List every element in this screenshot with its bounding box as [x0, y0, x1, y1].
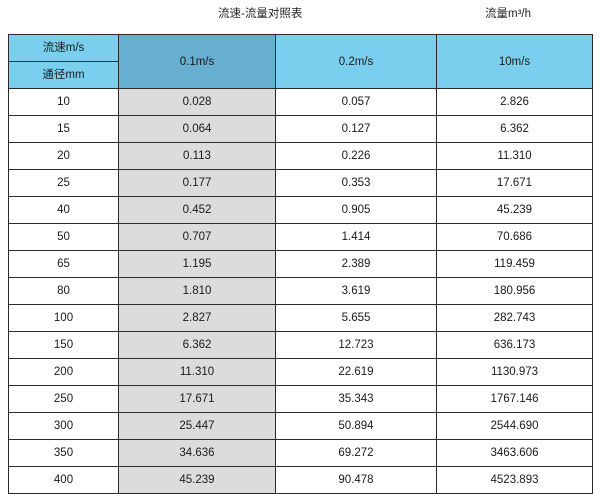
flow-comparison-table: 流速m/s 0.1m/s 0.2m/s 10m/s 通径mm 10 0.028 0.…: [8, 34, 593, 494]
table-row: 65 1.195 2.389 119.459: [8, 250, 593, 278]
table-body: 10 0.028 0.057 2.826 15 0.064 0.127 6.362 20 0.11…: [8, 88, 593, 494]
cell-flow-0-1ms: 45.239: [118, 466, 276, 494]
cell-flow-0-1ms: 0.452: [118, 196, 276, 224]
table-row: 15 0.064 0.127 6.362: [8, 115, 593, 143]
table-row: 250 17.671 35.343 1767.146: [8, 385, 593, 413]
corner-header-diameter: 通径mm: [8, 61, 119, 89]
table-row: 10 0.028 0.057 2.826: [8, 88, 593, 116]
cell-diameter: 100: [8, 304, 119, 332]
cell-diameter: 150: [8, 331, 119, 359]
cell-diameter: 50: [8, 223, 119, 251]
table-row: 80 1.810 3.619 180.956: [8, 277, 593, 305]
table-header: 流速m/s 0.1m/s 0.2m/s 10m/s 通径mm: [8, 34, 593, 89]
flow-rate-unit-label: 流量m³/h: [485, 8, 531, 20]
cell-flow-10ms: 70.686: [436, 223, 593, 251]
cell-flow-0-2ms: 12.723: [275, 331, 437, 359]
cell-flow-10ms: 6.362: [436, 115, 593, 143]
cell-flow-0-2ms: 69.272: [275, 439, 437, 467]
cell-diameter: 350: [8, 439, 119, 467]
column-header-0-2ms: 0.2m/s: [275, 34, 437, 89]
cell-flow-0-1ms: 34.636: [118, 439, 276, 467]
cell-diameter: 400: [8, 466, 119, 494]
cell-diameter: 40: [8, 196, 119, 224]
table-row: 40 0.452 0.905 45.239: [8, 196, 593, 224]
table-row: 150 6.362 12.723 636.173: [8, 331, 593, 359]
caption-strip: 流速-流量对照表 流量m³/h: [0, 0, 600, 34]
cell-diameter: 300: [8, 412, 119, 440]
cell-diameter: 25: [8, 169, 119, 197]
table-title: 流速-流量对照表: [218, 8, 303, 20]
cell-flow-0-1ms: 1.195: [118, 250, 276, 278]
cell-flow-10ms: 636.173: [436, 331, 593, 359]
cell-flow-0-1ms: 17.671: [118, 385, 276, 413]
table-row: 50 0.707 1.414 70.686: [8, 223, 593, 251]
cell-flow-0-1ms: 25.447: [118, 412, 276, 440]
table-container: 流速m/s 0.1m/s 0.2m/s 10m/s 通径mm 10 0.028 0.…: [8, 34, 593, 494]
cell-flow-0-2ms: 1.414: [275, 223, 437, 251]
cell-flow-10ms: 4523.893: [436, 466, 593, 494]
cell-diameter: 20: [8, 142, 119, 170]
table-header-row-top: 流速m/s 0.1m/s 0.2m/s 10m/s: [8, 34, 593, 89]
cell-diameter: 10: [8, 88, 119, 116]
cell-flow-0-2ms: 0.127: [275, 115, 437, 143]
cell-flow-10ms: 11.310: [436, 142, 593, 170]
cell-flow-10ms: 45.239: [436, 196, 593, 224]
cell-flow-0-1ms: 11.310: [118, 358, 276, 386]
cell-flow-10ms: 3463.606: [436, 439, 593, 467]
table-header-row-bottom: 通径mm: [8, 61, 593, 89]
cell-flow-10ms: 282.743: [436, 304, 593, 332]
cell-flow-0-2ms: 0.905: [275, 196, 437, 224]
cell-diameter: 15: [8, 115, 119, 143]
cell-flow-0-2ms: 0.057: [275, 88, 437, 116]
cell-flow-10ms: 180.956: [436, 277, 593, 305]
cell-flow-0-2ms: 3.619: [275, 277, 437, 305]
cell-flow-0-1ms: 0.113: [118, 142, 276, 170]
cell-diameter: 200: [8, 358, 119, 386]
cell-flow-10ms: 119.459: [436, 250, 593, 278]
cell-flow-10ms: 1767.146: [436, 385, 593, 413]
cell-flow-0-2ms: 22.619: [275, 358, 437, 386]
corner-header-velocity: 流速m/s: [8, 34, 119, 62]
cell-flow-0-1ms: 2.827: [118, 304, 276, 332]
cell-flow-0-1ms: 0.707: [118, 223, 276, 251]
cell-flow-0-2ms: 2.389: [275, 250, 437, 278]
column-header-10ms: 10m/s: [436, 34, 593, 89]
cell-flow-0-2ms: 0.353: [275, 169, 437, 197]
table-row: 25 0.177 0.353 17.671: [8, 169, 593, 197]
table-row: 200 11.310 22.619 1130.973: [8, 358, 593, 386]
cell-flow-0-1ms: 0.028: [118, 88, 276, 116]
cell-diameter: 65: [8, 250, 119, 278]
cell-flow-10ms: 2.826: [436, 88, 593, 116]
table-row: 100 2.827 5.655 282.743: [8, 304, 593, 332]
cell-flow-0-1ms: 0.177: [118, 169, 276, 197]
table-row: 350 34.636 69.272 3463.606: [8, 439, 593, 467]
table-row: 300 25.447 50.894 2544.690: [8, 412, 593, 440]
cell-flow-0-2ms: 50.894: [275, 412, 437, 440]
column-header-0-1ms: 0.1m/s: [118, 34, 276, 89]
cell-flow-0-1ms: 0.064: [118, 115, 276, 143]
table-row: 400 45.239 90.478 4523.893: [8, 466, 593, 494]
cell-flow-0-1ms: 1.810: [118, 277, 276, 305]
cell-flow-0-2ms: 5.655: [275, 304, 437, 332]
cell-flow-10ms: 17.671: [436, 169, 593, 197]
cell-flow-10ms: 1130.973: [436, 358, 593, 386]
cell-flow-10ms: 2544.690: [436, 412, 593, 440]
cell-flow-0-2ms: 35.343: [275, 385, 437, 413]
table-row: 20 0.113 0.226 11.310: [8, 142, 593, 170]
cell-diameter: 250: [8, 385, 119, 413]
cell-flow-0-2ms: 90.478: [275, 466, 437, 494]
cell-flow-0-1ms: 6.362: [118, 331, 276, 359]
cell-flow-0-2ms: 0.226: [275, 142, 437, 170]
cell-diameter: 80: [8, 277, 119, 305]
